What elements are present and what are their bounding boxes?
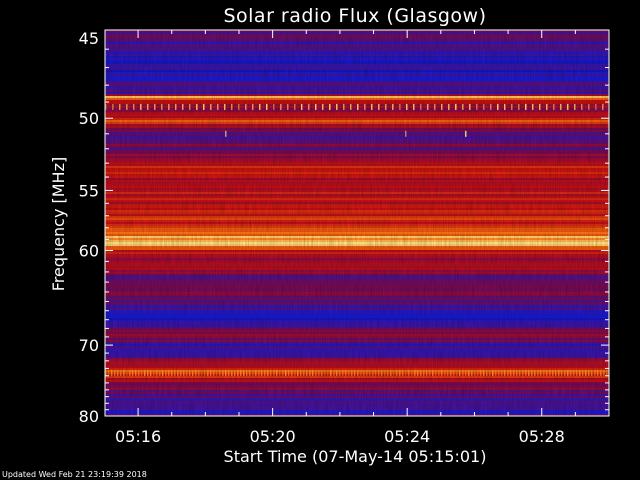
x-tick-label: 05:20 [250, 427, 296, 446]
y-axis-label: Frequency [MHz] [49, 157, 68, 291]
y-tick-label: 60 [79, 242, 99, 261]
plot-area [105, 30, 609, 416]
x-tick-label: 05:16 [115, 427, 161, 446]
y-tick-label: 45 [79, 29, 99, 48]
plot-frame [104, 29, 610, 417]
x-axis-label: Start Time (07-May-14 05:15:01) [224, 447, 487, 466]
noise-overlay [105, 30, 609, 416]
y-axis: 45 50 55 60 70 80 [79, 29, 609, 426]
y-tick-label: 55 [79, 181, 99, 200]
chart-title: Solar radio Flux (Glasgow) [223, 5, 486, 27]
y-tick-label: 70 [79, 336, 99, 355]
x-axis: 05:16 05:20 05:24 05:28 [115, 30, 610, 446]
y-tick-label: 50 [79, 109, 99, 128]
y-tick-label: 80 [79, 407, 99, 426]
x-tick-label: 05:28 [519, 427, 565, 446]
x-tick-label: 05:24 [384, 427, 430, 446]
updated-timestamp: Updated Wed Feb 21 23:19:39 2018 [2, 470, 147, 479]
